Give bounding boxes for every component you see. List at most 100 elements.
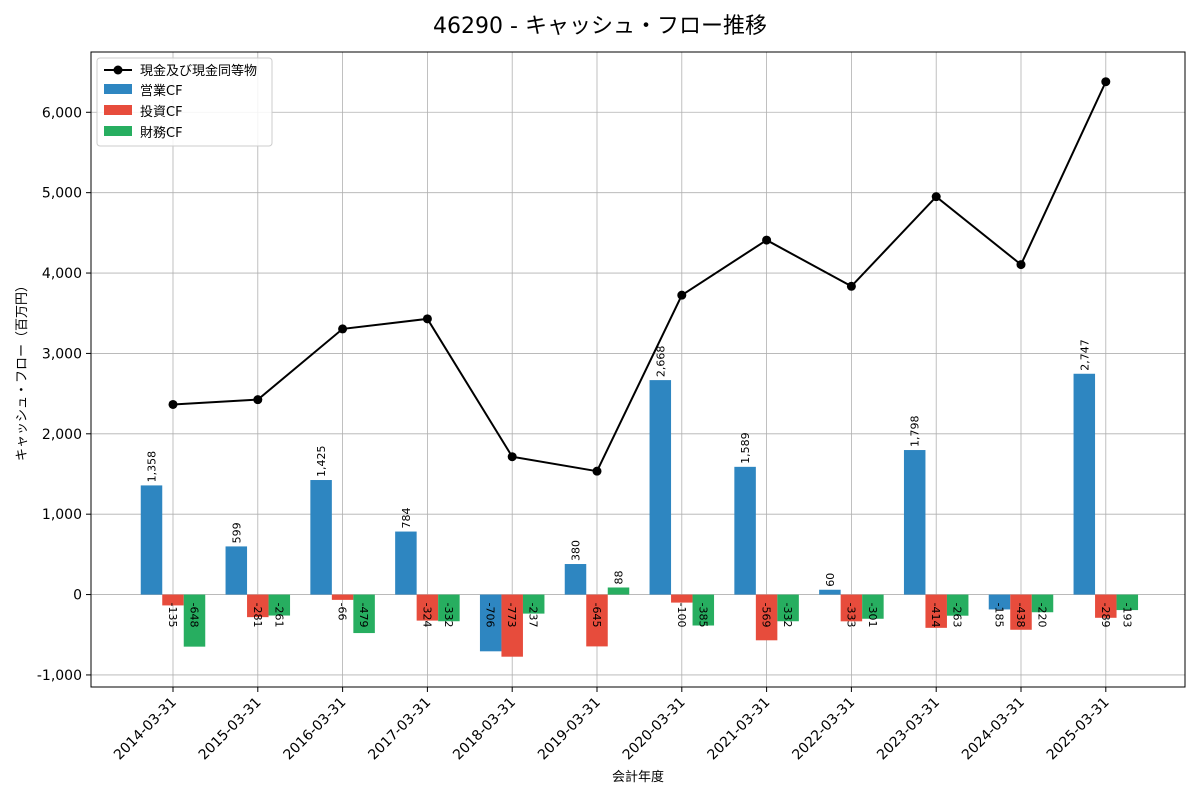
y-tick-label: 0 xyxy=(73,588,82,604)
legend-swatch-financing xyxy=(104,126,132,136)
bar-value-label: -324 xyxy=(420,603,433,628)
cash-point xyxy=(846,281,856,291)
bar-value-label: -645 xyxy=(590,603,603,628)
operating-cf-bar xyxy=(140,485,163,595)
x-axis-label: 会計年度 xyxy=(612,769,664,785)
bar-value-label: -261 xyxy=(272,603,285,628)
cash-point xyxy=(677,290,687,300)
bar-value-label: -332 xyxy=(442,603,455,628)
chart-title: 46290 - キャッシュ・フロー推移 xyxy=(433,14,767,39)
financing-cf-bar xyxy=(438,594,460,622)
cash-point xyxy=(338,324,348,334)
financing-cf-bar xyxy=(777,594,799,622)
cash-point xyxy=(1016,260,1026,270)
operating-cf-bar xyxy=(819,589,841,595)
bar-value-label: -281 xyxy=(251,603,264,628)
investing-cf-bar xyxy=(1095,594,1117,618)
legend-box xyxy=(96,57,273,147)
bar-value-label: -301 xyxy=(866,603,879,628)
legend-label-financing: 財務CF xyxy=(140,126,183,141)
bar-value-label: 1,798 xyxy=(909,416,922,448)
bar-value-label: 1,425 xyxy=(315,446,328,478)
financing-cf-bar xyxy=(183,594,206,647)
legend-swatch-operating xyxy=(104,84,132,94)
bar-value-label: -185 xyxy=(993,603,1006,628)
bar-value-label: 2,668 xyxy=(654,346,667,378)
bar-value-label: -569 xyxy=(760,603,773,628)
financing-cf-bar xyxy=(862,594,884,619)
bar-value-label: -289 xyxy=(1099,603,1112,628)
bar-value-label: 1,589 xyxy=(739,432,752,464)
investing-cf-bar xyxy=(247,594,269,618)
investing-cf-bar xyxy=(671,594,693,603)
legend-label-investing: 投資CF xyxy=(140,104,183,120)
cash-point xyxy=(168,399,178,409)
y-axis-label: キャッシュ・フロー（百万円） xyxy=(15,279,30,461)
operating-cf-bar xyxy=(988,594,1011,610)
bar-value-label: 2,747 xyxy=(1078,339,1091,371)
operating-cf-bar xyxy=(225,546,248,595)
y-tick-label: 4,000 xyxy=(42,266,82,282)
bar-value-label: -479 xyxy=(357,603,370,628)
y-tick-label: 1,000 xyxy=(42,507,82,523)
financing-cf-bar xyxy=(353,594,375,634)
financing-cf-bar xyxy=(1116,594,1139,611)
bar-value-label: -263 xyxy=(951,603,964,628)
bar-value-label: -438 xyxy=(1014,603,1027,628)
bar-value-label: -193 xyxy=(1120,603,1133,628)
cash-point xyxy=(931,192,941,202)
bar-value-label: 60 xyxy=(824,573,837,587)
operating-cf-bar xyxy=(734,466,756,595)
bar-value-label: 1,358 xyxy=(146,451,159,483)
bar-value-label: -385 xyxy=(696,603,709,628)
bar-value-label: -66 xyxy=(336,603,349,621)
investing-cf-bar xyxy=(416,594,439,621)
investing-cf-bar xyxy=(162,594,184,606)
operating-cf-bar xyxy=(310,480,332,595)
financing-cf-bar xyxy=(607,587,630,595)
legend-label-cash: 現金及び現金同等物 xyxy=(140,63,257,79)
operating-cf-bar xyxy=(479,594,502,652)
bars xyxy=(140,373,1139,657)
bar-value-label: 599 xyxy=(230,522,243,543)
cash-point xyxy=(507,452,517,462)
cash-line-path xyxy=(172,81,1107,473)
bar-value-label: 380 xyxy=(570,540,583,561)
investing-cf-bar xyxy=(840,594,863,622)
bar-value-label: 784 xyxy=(400,508,413,529)
y-tick-label: 6,000 xyxy=(42,105,82,121)
investing-cf-bar xyxy=(755,594,778,641)
financing-cf-bar xyxy=(522,594,545,614)
operating-cf-bar xyxy=(564,564,587,595)
bar-value-label: -237 xyxy=(527,603,540,628)
bar-value-labels: 1,358 599 1,425 784 -706 380 2,668 1,589 60 1,798… xyxy=(146,339,1134,627)
legend-swatch-investing xyxy=(104,105,132,115)
cash-point xyxy=(592,466,602,476)
operating-cf-bar xyxy=(903,450,926,595)
operating-cf-bar xyxy=(1073,373,1096,595)
cash-point xyxy=(1101,77,1111,87)
cash-line xyxy=(168,77,1111,476)
legend: 現金及び現金同等物 営業CF 投資CF 財務CF xyxy=(96,57,273,147)
bar-value-label: -706 xyxy=(484,603,497,628)
y-tick-label: 5,000 xyxy=(42,186,82,202)
operating-cf-bar xyxy=(649,380,672,595)
y-tick-label: 2,000 xyxy=(42,427,82,443)
y-tick-label: 3,000 xyxy=(42,346,82,362)
bar-value-label: -135 xyxy=(166,603,179,628)
y-axis-ticks: -1,000 0 1,000 2,000 3,000 4,000 5,000 6,000 xyxy=(37,105,91,684)
financing-cf-bar xyxy=(946,594,969,616)
bar-value-label: -648 xyxy=(188,603,201,628)
investing-cf-bar xyxy=(586,594,608,647)
legend-line-marker xyxy=(113,65,123,75)
bar-value-label: -414 xyxy=(929,603,942,628)
bar-value-label: -220 xyxy=(1036,603,1049,628)
bar-value-label: -333 xyxy=(844,603,857,628)
bar-value-label: 88 xyxy=(613,570,626,584)
financing-cf-bar xyxy=(692,594,715,626)
plot-frame xyxy=(90,51,1186,688)
financing-cf-bar xyxy=(1031,594,1054,613)
grid-lines xyxy=(91,52,1185,687)
